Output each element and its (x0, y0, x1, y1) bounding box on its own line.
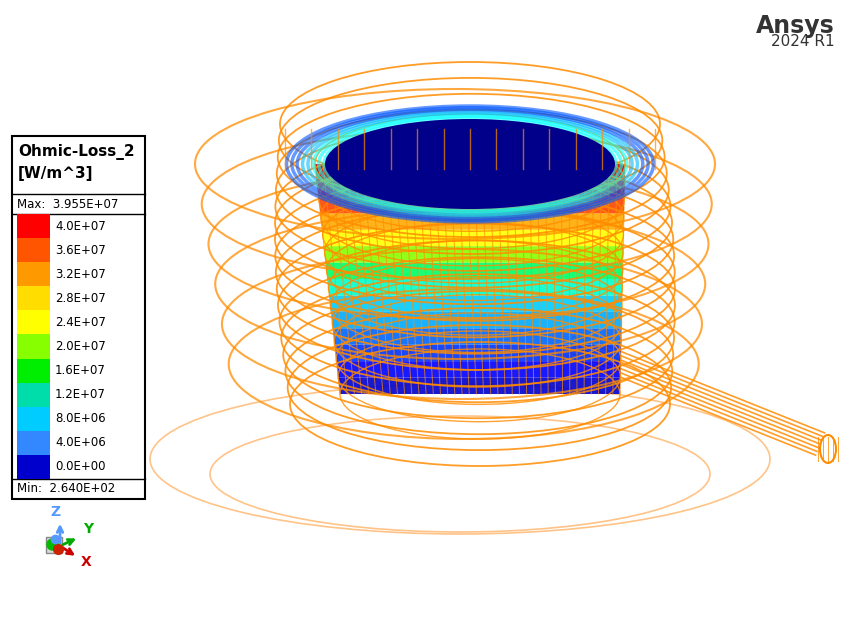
Bar (17, 335, 50, 359)
Text: [W/m^3]: [W/m^3] (18, 166, 93, 181)
Bar (17, 383, 50, 407)
Polygon shape (331, 312, 621, 328)
Text: Ansys: Ansys (756, 14, 835, 38)
Text: 1.6E+07: 1.6E+07 (55, 364, 106, 377)
Text: 2024 R1: 2024 R1 (772, 34, 835, 49)
Polygon shape (324, 246, 623, 262)
Text: 8.0E+06: 8.0E+06 (55, 412, 105, 425)
Text: 0.0E+00: 0.0E+00 (55, 460, 105, 474)
Text: Y: Y (83, 522, 93, 536)
Text: 3.6E+07: 3.6E+07 (55, 243, 106, 257)
Text: 2.8E+07: 2.8E+07 (55, 292, 106, 305)
Bar (17, 431, 50, 455)
Polygon shape (326, 262, 623, 279)
Polygon shape (46, 537, 62, 553)
Text: X: X (81, 555, 92, 569)
Text: Ohmic-Loss_2: Ohmic-Loss_2 (18, 144, 135, 160)
Polygon shape (338, 378, 621, 394)
Polygon shape (322, 230, 623, 246)
Text: Max:  3.955E+07: Max: 3.955E+07 (17, 198, 118, 210)
Bar (17, 455, 50, 479)
Text: 3.2E+07: 3.2E+07 (55, 268, 106, 281)
Polygon shape (328, 279, 622, 295)
Polygon shape (336, 361, 621, 378)
Bar (17, 238, 50, 262)
Text: 2.0E+07: 2.0E+07 (55, 340, 106, 353)
Text: 1.2E+07: 1.2E+07 (55, 388, 106, 401)
Polygon shape (333, 328, 621, 345)
Text: 2.4E+07: 2.4E+07 (55, 316, 106, 329)
Text: Z: Z (50, 505, 60, 519)
Polygon shape (318, 197, 624, 213)
Polygon shape (335, 345, 621, 361)
Text: 4.0E+07: 4.0E+07 (55, 219, 106, 233)
Bar (17, 359, 50, 383)
Bar (17, 287, 50, 311)
Bar (17, 311, 50, 335)
Bar (17, 407, 50, 431)
Polygon shape (317, 181, 625, 197)
Bar (17, 262, 50, 287)
Polygon shape (320, 213, 624, 230)
Text: Min:  2.640E+02: Min: 2.640E+02 (17, 482, 115, 496)
Text: 4.0E+06: 4.0E+06 (55, 436, 106, 450)
Ellipse shape (325, 119, 615, 209)
Bar (12, 136, 145, 499)
Bar (17, 214, 50, 238)
Polygon shape (315, 164, 625, 181)
Polygon shape (329, 295, 622, 312)
